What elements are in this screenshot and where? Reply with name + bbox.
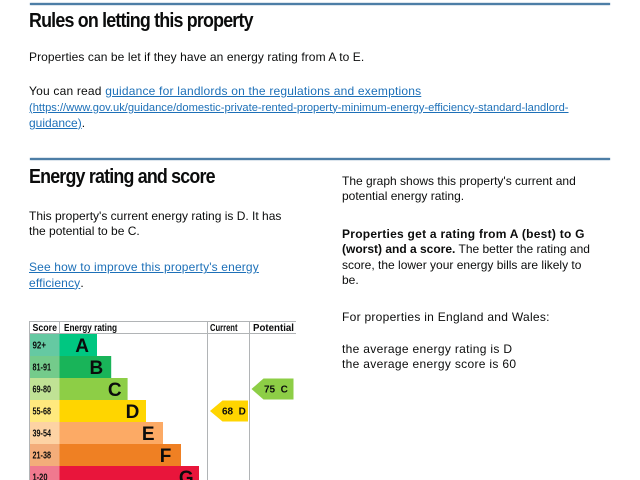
svg-text:D: D xyxy=(126,402,140,423)
svg-text:75 C: 75 C xyxy=(264,385,288,396)
svg-text:B: B xyxy=(89,358,103,379)
svg-text:69-80: 69-80 xyxy=(33,385,52,396)
svg-text:F: F xyxy=(160,446,172,467)
svg-text:Score: Score xyxy=(33,323,58,334)
svg-text:68 D: 68 D xyxy=(222,407,246,418)
svg-text:Current: Current xyxy=(210,323,238,334)
svg-text:Potential: Potential xyxy=(253,323,294,334)
svg-text:G: G xyxy=(179,468,194,480)
svg-text:C: C xyxy=(108,380,122,401)
svg-text:Energy rating: Energy rating xyxy=(64,323,117,334)
svg-text:21-38: 21-38 xyxy=(33,451,52,462)
svg-text:A: A xyxy=(75,336,89,357)
svg-text:81-91: 81-91 xyxy=(33,363,52,374)
svg-text:39-54: 39-54 xyxy=(33,429,52,440)
svg-text:92+: 92+ xyxy=(33,341,47,352)
svg-text:55-68: 55-68 xyxy=(33,407,52,418)
svg-text:E: E xyxy=(142,424,155,445)
svg-text:1-20: 1-20 xyxy=(33,473,48,480)
